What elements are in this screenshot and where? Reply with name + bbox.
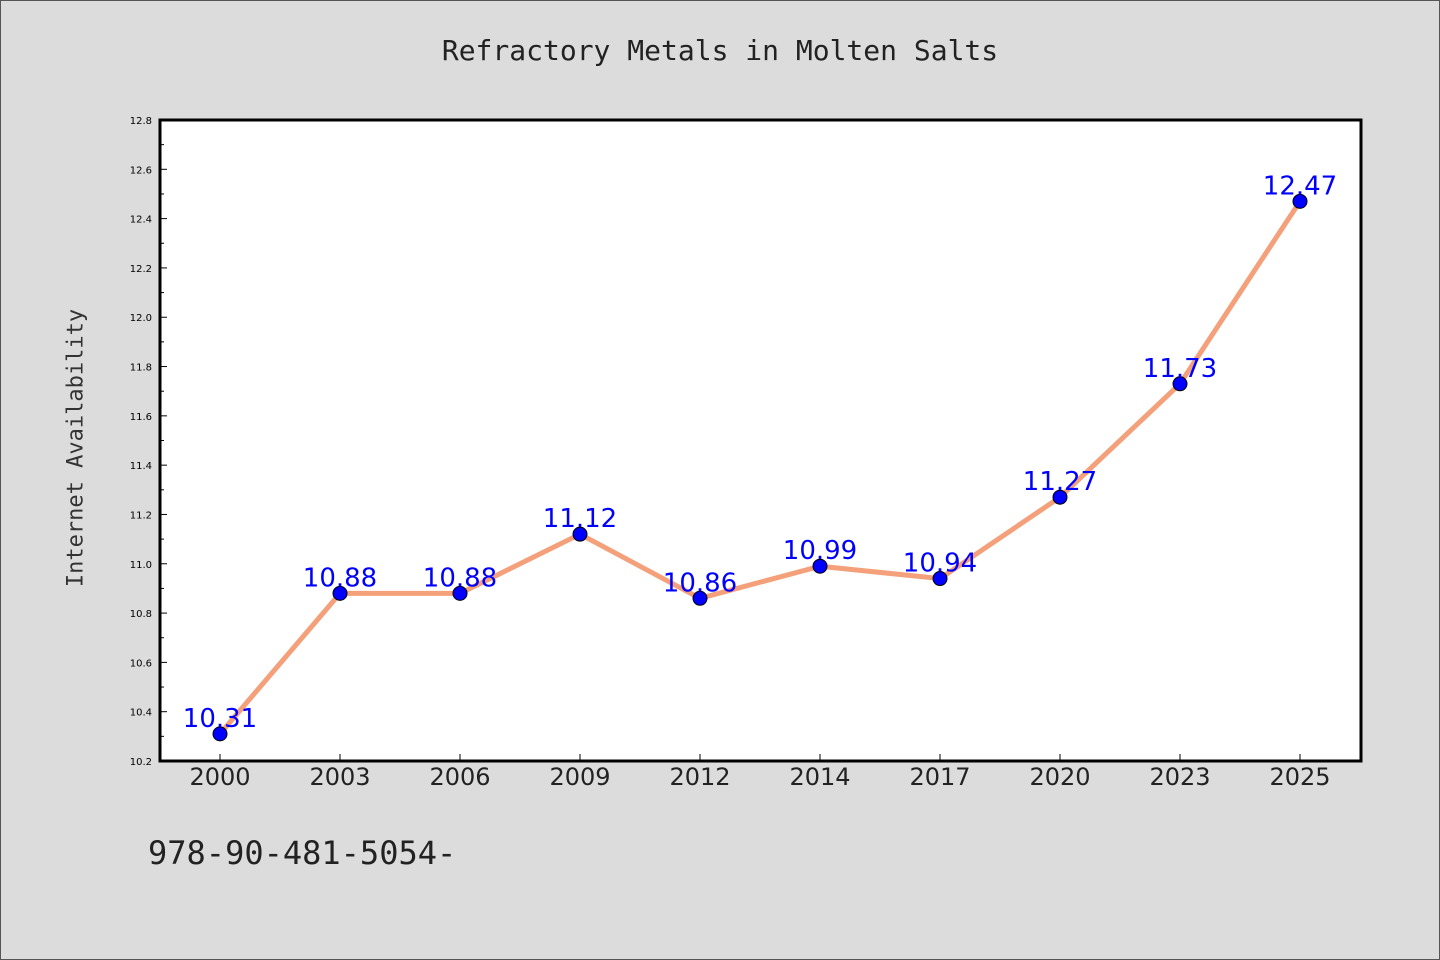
y-tick-label: 10.2 — [130, 757, 152, 768]
y-tick-label: 12.4 — [130, 215, 152, 226]
data-label: 10.99 — [783, 536, 857, 566]
y-tick-label: 11.0 — [130, 560, 152, 571]
data-point — [1052, 489, 1068, 505]
data-point — [1172, 376, 1188, 392]
plot-area — [158, 118, 1363, 763]
data-label: 11.73 — [1143, 354, 1217, 384]
data-label: 11.12 — [543, 504, 617, 534]
x-tick-label: 2017 — [909, 763, 970, 791]
x-tick-label: 2023 — [1149, 763, 1210, 791]
data-point — [572, 526, 588, 542]
y-tick-label: 10.8 — [130, 609, 152, 620]
data-label: 10.31 — [183, 704, 257, 734]
data-point — [1292, 193, 1308, 209]
data-label: 10.86 — [663, 568, 737, 598]
chart-title: Refractory Metals in Molten Salts — [441, 34, 999, 67]
x-tick-label: 2000 — [189, 763, 250, 791]
series-markers — [212, 193, 1308, 742]
y-tick-label: 10.6 — [130, 658, 152, 669]
series-line-path — [217, 198, 1303, 737]
x-tick-label: 2012 — [669, 763, 730, 791]
data-point — [692, 590, 708, 606]
data-point — [812, 558, 828, 574]
series-line — [217, 198, 1303, 737]
y-tick-label: 12.8 — [130, 116, 152, 127]
x-tick-label: 2014 — [789, 763, 850, 791]
data-label: 11.27 — [1023, 467, 1097, 497]
data-point — [452, 585, 468, 601]
isbn-text: 978-90-481-5054- — [148, 834, 457, 872]
x-tick-label: 2009 — [549, 763, 610, 791]
y-tick-label: 12.0 — [130, 313, 152, 324]
y-axis: 10.2 10.4 10.6 10.8 11.0 11.2 11.4 11.6 11.8 12.0… — [130, 116, 167, 768]
data-point — [332, 585, 348, 601]
y-tick-label: 11.4 — [130, 461, 152, 472]
data-label: 12.47 — [1263, 171, 1337, 201]
x-tick-label: 2006 — [429, 763, 490, 791]
data-labels: 10.31 10.88 10.88 11.12 10.86 10.99 10.94 11.27… — [183, 171, 1337, 734]
y-tick-label: 10.4 — [130, 708, 152, 719]
data-label: 10.88 — [423, 563, 497, 593]
x-tick-label: 2020 — [1029, 763, 1090, 791]
data-point — [212, 726, 228, 742]
x-tick-label: 2003 — [309, 763, 370, 791]
y-tick-label: 11.8 — [130, 363, 152, 374]
y-tick-label: 12.6 — [130, 165, 152, 176]
x-axis: 2000 2003 2006 2009 2012 2014 2017 2020 2023 2025 — [189, 754, 1331, 791]
x-tick-label: 2025 — [1269, 763, 1330, 791]
data-label: 10.94 — [903, 549, 977, 579]
y-tick-label: 11.2 — [130, 510, 152, 521]
y-tick-label: 11.6 — [130, 412, 152, 423]
data-point — [932, 571, 948, 587]
data-label: 10.88 — [303, 563, 377, 593]
y-tick-label: 12.2 — [130, 264, 152, 275]
